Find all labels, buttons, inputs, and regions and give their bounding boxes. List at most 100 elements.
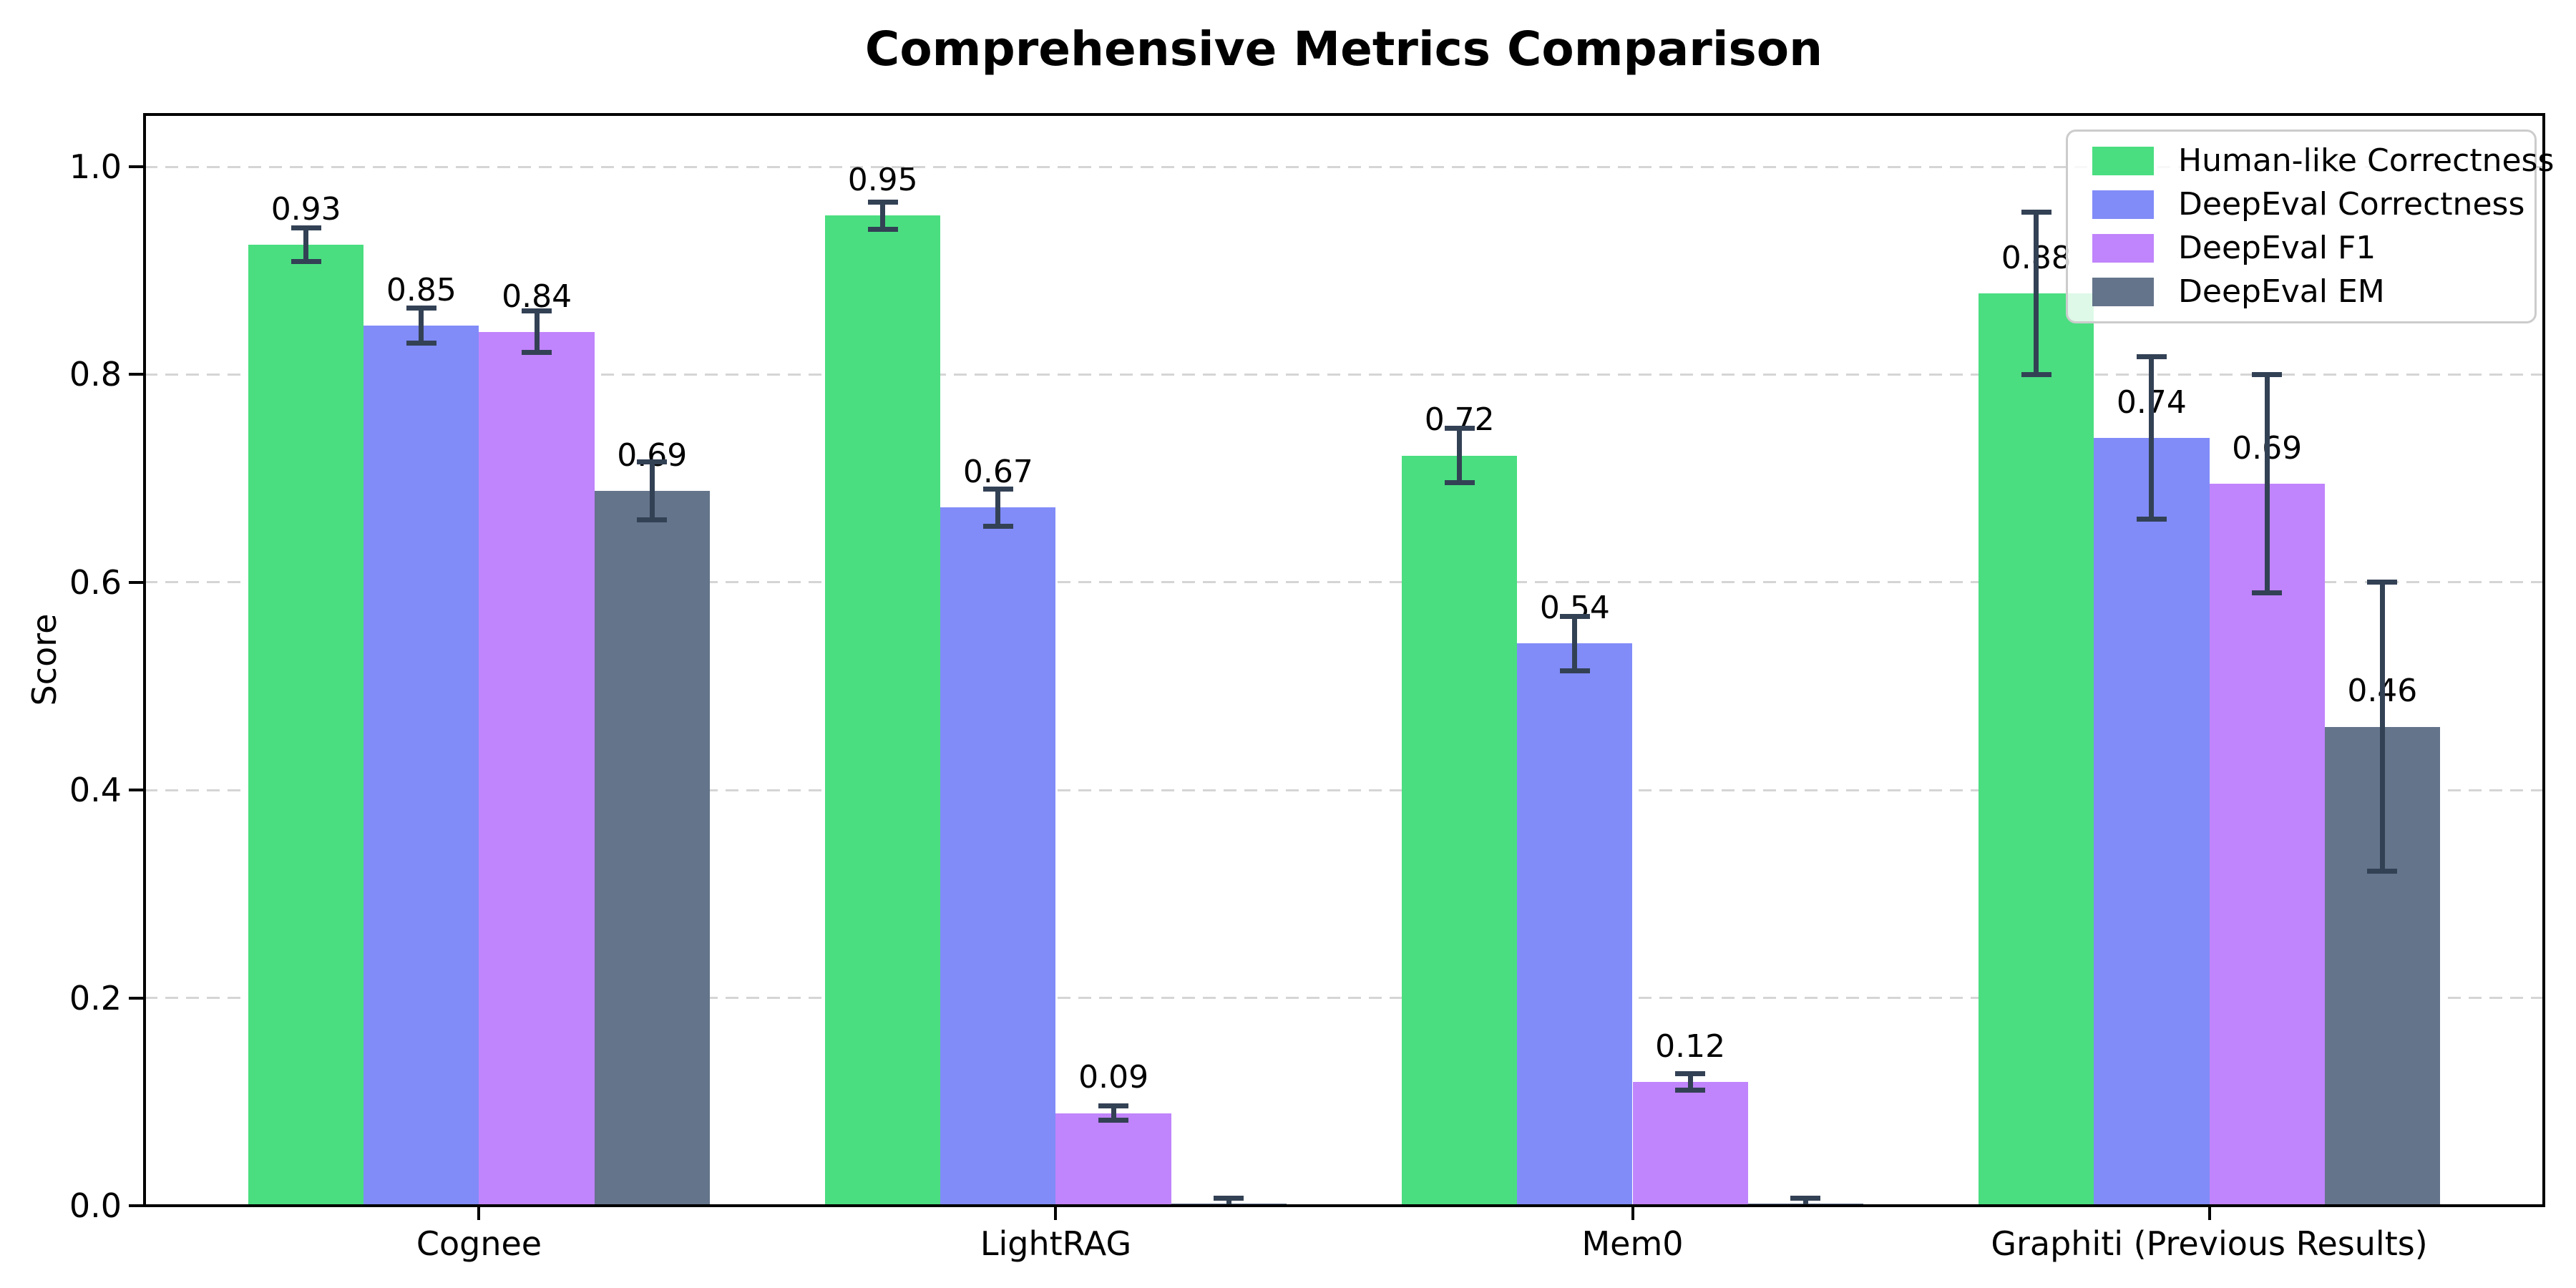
bar <box>940 507 1056 1206</box>
error-bar <box>1111 1106 1116 1121</box>
gridline <box>145 165 2544 168</box>
y-tick-label: 0.8 <box>69 355 122 394</box>
bar <box>2209 483 2325 1206</box>
error-bar-cap <box>1790 1196 1821 1201</box>
legend-label: DeepEval EM <box>2178 273 2385 311</box>
bar <box>1632 1082 1748 1206</box>
x-axis-line <box>143 1204 2545 1207</box>
legend-swatch <box>2092 234 2154 263</box>
error-bar-cap <box>1098 1103 1129 1109</box>
x-tick-mark <box>477 1206 481 1220</box>
y-axis-line <box>143 113 146 1207</box>
legend-label: DeepEval Correctness <box>2178 185 2525 223</box>
y-tick-label: 1.0 <box>69 147 122 187</box>
bar-value-label: 0.84 <box>502 278 572 315</box>
error-bar <box>1802 1198 1808 1206</box>
bar <box>364 326 479 1206</box>
error-bar <box>2379 582 2385 872</box>
legend-item: Human-like Correctness <box>2068 140 2554 182</box>
bar <box>248 244 364 1206</box>
error-bar <box>1572 616 1578 671</box>
error-bar-cap <box>1559 668 1590 673</box>
bar <box>1402 455 1518 1206</box>
error-bar-cap <box>2252 590 2283 595</box>
error-bar-cap <box>1098 1118 1129 1123</box>
error-bar-cap <box>867 226 898 232</box>
error-bar <box>995 489 1001 527</box>
y-tick-label: 0.4 <box>69 771 122 810</box>
legend-item: DeepEval Correctness <box>2068 184 2534 225</box>
error-bar-cap <box>522 308 552 314</box>
error-bar <box>1457 428 1463 483</box>
top-spine <box>143 113 2545 116</box>
y-axis-title: Score <box>25 613 64 706</box>
legend-label: Human-like Correctness <box>2178 142 2555 179</box>
x-tick-label: LightRAG <box>980 1224 1132 1263</box>
bar-value-label: 0.12 <box>1655 1028 1726 1065</box>
y-tick-mark <box>129 996 145 1000</box>
y-tick-mark <box>129 580 145 584</box>
legend-item: DeepEval F1 <box>2068 228 2534 269</box>
error-bar-cap <box>982 486 1013 492</box>
error-bar-cap <box>2021 371 2051 377</box>
x-tick-mark <box>1631 1206 1634 1220</box>
error-bar <box>649 462 655 520</box>
x-tick-label: Cognee <box>416 1224 542 1263</box>
error-bar-cap <box>982 523 1013 529</box>
error-bar <box>880 202 886 230</box>
error-bar <box>1226 1198 1231 1206</box>
legend: Human-like Correctness DeepEval Correctne… <box>2066 130 2554 323</box>
bar <box>2094 437 2210 1206</box>
error-bar <box>2149 356 2155 519</box>
bar <box>1979 293 2094 1206</box>
legend-swatch <box>2092 146 2154 175</box>
bar <box>594 491 710 1206</box>
error-bar-cap <box>1559 614 1590 620</box>
error-bar-cap <box>291 258 321 264</box>
legend-item: DeepEval EM <box>2068 271 2534 313</box>
bar-value-label: 0.67 <box>962 453 1033 490</box>
error-bar-cap <box>637 517 668 523</box>
error-bar-cap <box>1675 1088 1706 1093</box>
error-bar <box>534 311 540 353</box>
gridline <box>145 373 2544 376</box>
error-bar <box>303 228 309 262</box>
error-bar-cap <box>2252 371 2283 377</box>
gridline <box>145 997 2544 1000</box>
error-bar-cap <box>2136 354 2167 360</box>
y-tick-mark <box>129 1204 145 1207</box>
error-bar-cap <box>406 306 436 311</box>
error-bar-cap <box>637 459 668 464</box>
bar <box>1517 643 1633 1206</box>
y-tick-mark <box>129 165 145 169</box>
x-tick-label: Graphiti (Previous Results) <box>1991 1224 2428 1263</box>
right-spine <box>2542 113 2545 1207</box>
y-tick-label: 0.0 <box>69 1186 122 1225</box>
bar <box>825 215 941 1206</box>
bar <box>1055 1113 1171 1206</box>
legend-swatch <box>2092 190 2154 219</box>
error-bar-cap <box>1444 479 1475 485</box>
bar-value-label: 0.09 <box>1078 1059 1149 1096</box>
y-tick-label: 0.6 <box>69 562 122 602</box>
chart-title: Comprehensive Metrics Comparison <box>864 21 1823 77</box>
error-bar-cap <box>2136 516 2167 522</box>
plot-area: 0.930.950.720.880.850.670.540.740.840.09… <box>145 114 2544 1206</box>
y-tick-mark <box>129 789 145 792</box>
bar-value-label: 0.85 <box>386 271 457 308</box>
bar-value-label: 0.93 <box>270 190 341 228</box>
y-tick-mark <box>129 373 145 376</box>
legend-swatch <box>2092 278 2154 307</box>
error-bar-cap <box>1675 1071 1706 1077</box>
gridline <box>145 581 2544 584</box>
error-bar <box>419 308 424 343</box>
error-bar-cap <box>867 199 898 205</box>
error-bar <box>1687 1073 1693 1091</box>
bar-value-label: 0.95 <box>847 161 918 198</box>
legend-label: DeepEval F1 <box>2178 230 2376 267</box>
bar <box>479 331 595 1206</box>
x-tick-mark <box>1054 1206 1058 1220</box>
error-bar-cap <box>1214 1196 1244 1201</box>
x-tick-mark <box>2207 1206 2211 1220</box>
